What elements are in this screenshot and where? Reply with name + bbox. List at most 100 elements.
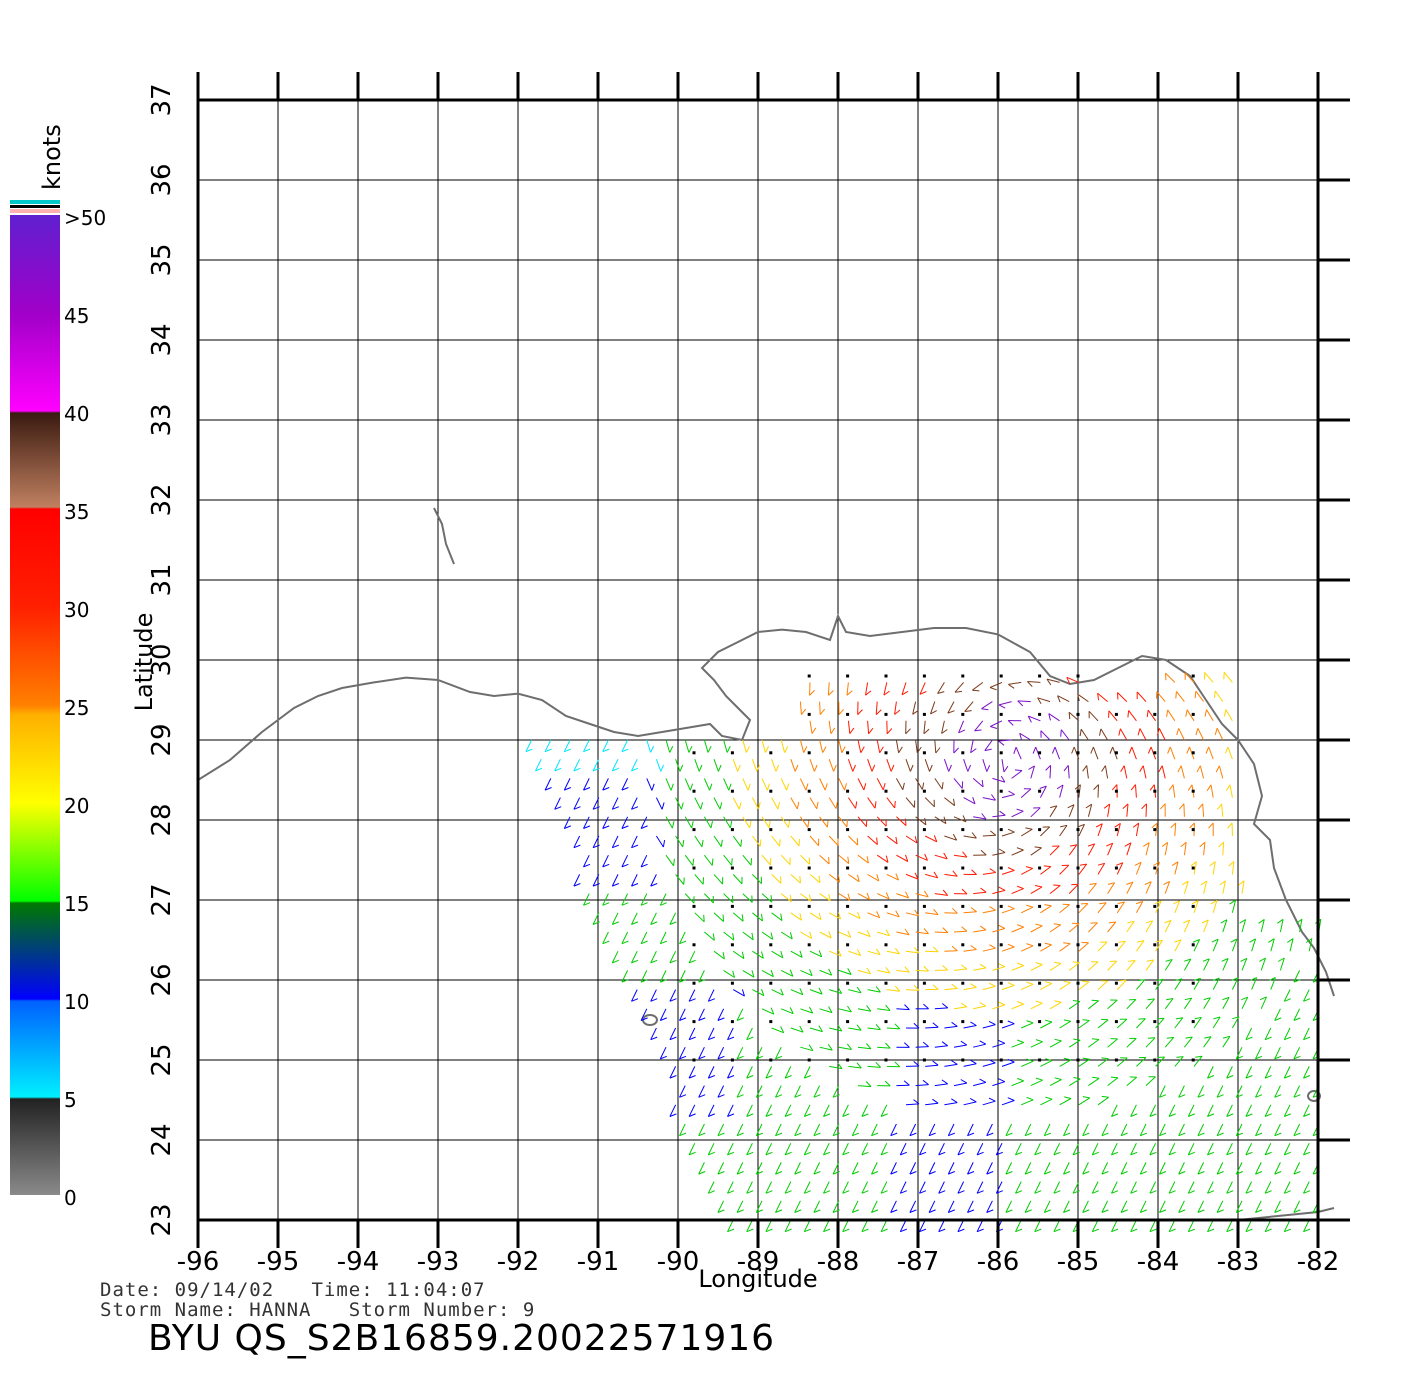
wind-barb: [688, 1142, 696, 1156]
wind-barb: [1283, 1181, 1291, 1194]
wind-barb: [790, 797, 798, 810]
rain-flag-dot: [884, 1058, 888, 1062]
wind-barb: [1274, 1123, 1281, 1136]
wind-barb-flag: [1082, 1171, 1090, 1175]
wind-barb-flag: [1195, 1055, 1203, 1058]
lat-tick-label: 35: [147, 243, 177, 276]
wind-barb: [694, 912, 705, 923]
wind-barb: [1187, 1142, 1195, 1156]
lon-tick-label: -85: [1057, 1247, 1099, 1277]
wind-barb: [1020, 945, 1034, 952]
wind-barb-flag: [688, 1151, 696, 1156]
wind-barb-flag: [866, 856, 869, 864]
wind-barb: [1082, 1200, 1089, 1213]
wind-barb-flag: [1217, 803, 1222, 810]
wind-barb: [886, 989, 900, 992]
wind-barb-flag: [880, 1190, 888, 1194]
wind-barb: [1164, 842, 1169, 856]
wind-barb: [1101, 1200, 1109, 1213]
wind-barb: [1164, 998, 1174, 1010]
rain-flag-dot: [730, 789, 734, 793]
wind-barb-flag: [671, 821, 675, 829]
wind-barb: [583, 893, 590, 906]
rain-flag-dot: [961, 981, 965, 985]
wind-barb: [1021, 1099, 1034, 1106]
wind-barb-flag: [941, 1003, 949, 1009]
wind-barb: [992, 966, 1006, 971]
wind-barb: [857, 739, 862, 753]
rain-flag-dot: [730, 751, 734, 755]
wind-barb: [800, 969, 813, 977]
wind-barb: [828, 912, 841, 920]
wind-barb: [1100, 728, 1109, 741]
rain-flag-dot: [1191, 712, 1195, 716]
wind-barb-flag: [679, 764, 684, 772]
wind-barb: [923, 720, 926, 734]
wind-barb: [688, 1066, 696, 1079]
wind-barb: [1116, 979, 1127, 990]
wind-barb-flag: [631, 844, 639, 849]
wind-barb: [1212, 900, 1218, 913]
wind-barb-flag: [1092, 1190, 1099, 1194]
wind-barb-flag: [583, 787, 591, 791]
wind-barb: [1264, 1027, 1272, 1040]
wind-barb: [742, 969, 755, 978]
wind-barb: [867, 797, 876, 809]
wind-barb-flag: [1092, 1228, 1099, 1233]
wind-barb: [1203, 997, 1211, 1010]
wind-barb: [765, 1066, 773, 1079]
wind-barb-flag: [909, 764, 914, 772]
wind-barb-flag: [818, 875, 821, 883]
wind-barb-flag: [932, 984, 939, 990]
island: [642, 1014, 658, 1026]
wind-barb: [784, 1181, 792, 1194]
wind-barb-flag: [1176, 1056, 1184, 1058]
wind-barb: [631, 912, 638, 925]
wind-barb: [602, 854, 609, 868]
wind-barb-flag: [808, 1006, 814, 1014]
wind-barb-flag: [592, 844, 600, 849]
wind-barb-flag: [736, 1209, 744, 1213]
wind-barb: [867, 759, 873, 772]
wind-barb: [621, 931, 629, 944]
wind-barb-flag: [680, 802, 684, 810]
rain-flag-dot: [692, 1020, 696, 1024]
wind-barb: [1260, 996, 1267, 1010]
wind-barb-flag: [660, 940, 667, 945]
wind-barb: [1216, 1200, 1224, 1213]
wind-barb: [838, 931, 851, 938]
wind-barb-flag: [756, 1055, 763, 1060]
wind-barb: [847, 759, 854, 772]
wind-barb: [1222, 880, 1226, 894]
wind-barb-flag: [1137, 979, 1145, 982]
colorbar-label: 15: [64, 892, 89, 916]
wind-barb: [1293, 1123, 1301, 1136]
wind-barb-flag: [751, 932, 754, 940]
wind-barb-flag: [698, 1132, 706, 1137]
rain-flag-dot: [769, 1020, 773, 1024]
wind-barb: [1274, 1046, 1281, 1060]
rain-flag-dot: [846, 828, 850, 832]
wind-barb: [563, 739, 571, 752]
wind-barb-flag: [1015, 1228, 1023, 1233]
wind-barb-flag: [919, 1228, 927, 1233]
wind-barb: [592, 797, 600, 810]
wind-barb: [867, 989, 881, 993]
wind-barb: [727, 1142, 734, 1156]
wind-barb: [717, 1200, 725, 1213]
wind-barb-flag: [799, 988, 804, 995]
wind-barb: [803, 1066, 811, 1079]
wind-barb: [925, 1026, 939, 1029]
wind-barb-flag: [857, 911, 861, 919]
wind-barb-flag: [1204, 709, 1207, 717]
rain-flag-dot: [1076, 789, 1080, 793]
colorbar-label: 45: [64, 304, 89, 328]
wind-barb-flag: [1192, 939, 1200, 943]
wind-barb: [848, 873, 860, 883]
wind-barb: [1216, 727, 1224, 741]
wind-barb: [848, 950, 861, 956]
wind-barb-flag: [1067, 804, 1075, 809]
wind-barb-flag: [900, 1190, 907, 1194]
wind-barb-flag: [1228, 861, 1235, 867]
wind-barb-flag: [1037, 697, 1042, 705]
